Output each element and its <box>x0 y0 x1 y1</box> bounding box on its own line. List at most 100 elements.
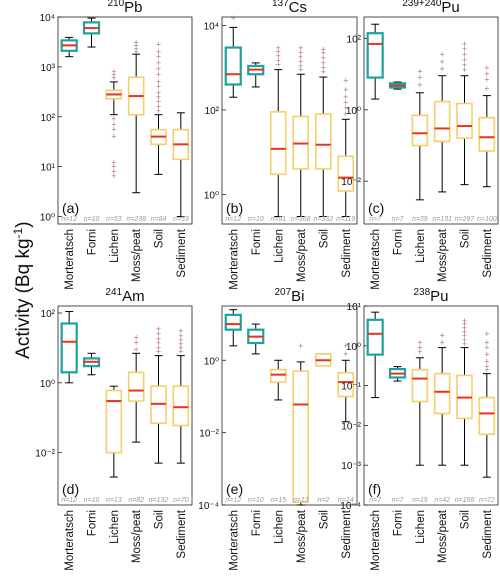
category-label: Lichen <box>273 229 285 263</box>
box <box>314 113 332 170</box>
outlier-marker: + <box>111 70 116 80</box>
outlier-marker: + <box>298 52 303 62</box>
y-tick-label: 10⁰ <box>204 356 219 367</box>
sample-count: n=14 <box>338 497 354 504</box>
panel-letter: (b) <box>226 200 243 216</box>
outlier-marker: + <box>417 73 422 83</box>
outlier-marker: + <box>156 334 161 344</box>
category-label: Morteratsch <box>228 510 240 571</box>
panel-letter: (c) <box>368 200 384 216</box>
category-label: Sediment <box>176 228 188 277</box>
outlier-marker: + <box>321 44 326 54</box>
sample-count: n=39 <box>412 216 428 223</box>
outlier-marker: + <box>156 106 161 116</box>
outlier-marker: + <box>298 341 303 351</box>
y-tick-label: 10⁰ <box>346 106 361 117</box>
outlier-marker: + <box>343 85 348 95</box>
outlier-marker: + <box>156 88 161 98</box>
panel-title: 137Cs <box>272 0 307 16</box>
sample-count: n=7 <box>369 497 382 504</box>
category-label: Forni <box>87 510 99 536</box>
outlier-marker: + <box>462 39 467 49</box>
outlier-marker: + <box>111 114 116 124</box>
panel-2: 137Cs 10⁰ 10² 10⁴ + n=12 Morteratsch n=10 Forni +… <box>204 0 358 290</box>
sample-count: n=156 <box>455 497 475 504</box>
sample-count: n=132 <box>149 497 169 504</box>
panel-title: 207Bi <box>274 287 304 305</box>
sample-count: n=168 <box>291 216 311 223</box>
outlier-marker: + <box>343 92 348 102</box>
sample-count: n=82 <box>128 497 144 504</box>
outlier-marker: + <box>484 357 489 367</box>
y-tick-label: 10⁻² <box>35 449 55 460</box>
category-label: Moss/peat <box>437 509 449 563</box>
category-label: Soil <box>318 510 330 529</box>
outlier-marker: + <box>440 57 445 67</box>
outlier-marker: + <box>417 347 422 357</box>
outlier-marker: + <box>484 69 489 79</box>
outlier-marker: + <box>111 162 116 172</box>
sample-count: n=91 <box>270 216 286 223</box>
outlier-marker: + <box>156 58 161 68</box>
category-label: Moss/peat <box>296 509 308 563</box>
sample-count: n=84 <box>151 216 167 223</box>
box <box>478 116 496 152</box>
outlier-marker: + <box>462 319 467 329</box>
outlier-marker: + <box>462 335 467 345</box>
y-tick-label: 10⁴ <box>40 13 55 24</box>
plot-frame <box>363 16 499 225</box>
outlier-marker: + <box>111 67 116 77</box>
outlier-marker: + <box>462 331 467 341</box>
y-tick-label: 10⁰ <box>40 379 55 390</box>
sample-count: n=15 <box>412 497 428 504</box>
outlier-marker: + <box>178 346 183 356</box>
outlier-marker: + <box>178 339 183 349</box>
outlier-marker: + <box>484 350 489 360</box>
outlier-marker: + <box>231 13 236 23</box>
outlier-marker: + <box>134 37 139 47</box>
box <box>366 32 384 79</box>
category-label: Lichen <box>109 229 121 263</box>
sample-count: n=15 <box>270 497 286 504</box>
category-label: Forni <box>251 229 263 255</box>
outlier-marker: + <box>276 55 281 65</box>
category-label: Moss/peat <box>437 228 449 282</box>
outlier-marker: + <box>134 44 139 54</box>
box <box>337 372 355 398</box>
title-element: Bi <box>291 288 304 305</box>
panel-letter: (f) <box>368 481 381 497</box>
category-label: Lichen <box>273 510 285 544</box>
y-tick-label: 10² <box>205 106 220 117</box>
y-tick-label: 10⁻² <box>199 429 219 440</box>
outlier-marker: + <box>111 132 116 142</box>
outlier-marker: + <box>484 362 489 372</box>
box <box>105 389 123 454</box>
outlier-marker: + <box>484 75 489 85</box>
outlier-marker: + <box>178 326 183 336</box>
panel-letter: (a) <box>62 200 79 216</box>
panel-letter: (d) <box>62 481 79 497</box>
y-tick-label: 10⁻¹ <box>341 382 361 393</box>
title-element: Cs <box>289 0 307 16</box>
outlier-marker: + <box>111 171 116 181</box>
y-tick-label: 10⁴ <box>204 21 219 32</box>
outlier-marker: + <box>156 92 161 102</box>
category-label: Soil <box>154 229 166 248</box>
outlier-marker: + <box>321 53 326 63</box>
category-label: Soil <box>460 510 472 529</box>
box <box>433 100 451 143</box>
outlier-marker: + <box>276 47 281 57</box>
outlier-marker: + <box>298 57 303 67</box>
outlier-marker: + <box>298 43 303 53</box>
outlier-marker: + <box>343 341 348 351</box>
outlier-marker: + <box>156 64 161 74</box>
outlier-marker: + <box>134 338 139 348</box>
outlier-marker: + <box>156 324 161 334</box>
title-superscript: 210 <box>107 0 124 9</box>
plot-frame <box>57 16 193 225</box>
sample-count: n=72 <box>479 497 495 504</box>
outlier-marker: + <box>111 166 116 176</box>
y-tick-label: 10⁻² <box>341 177 361 188</box>
category-label: Soil <box>460 229 472 248</box>
sample-count: n=238 <box>126 216 146 223</box>
